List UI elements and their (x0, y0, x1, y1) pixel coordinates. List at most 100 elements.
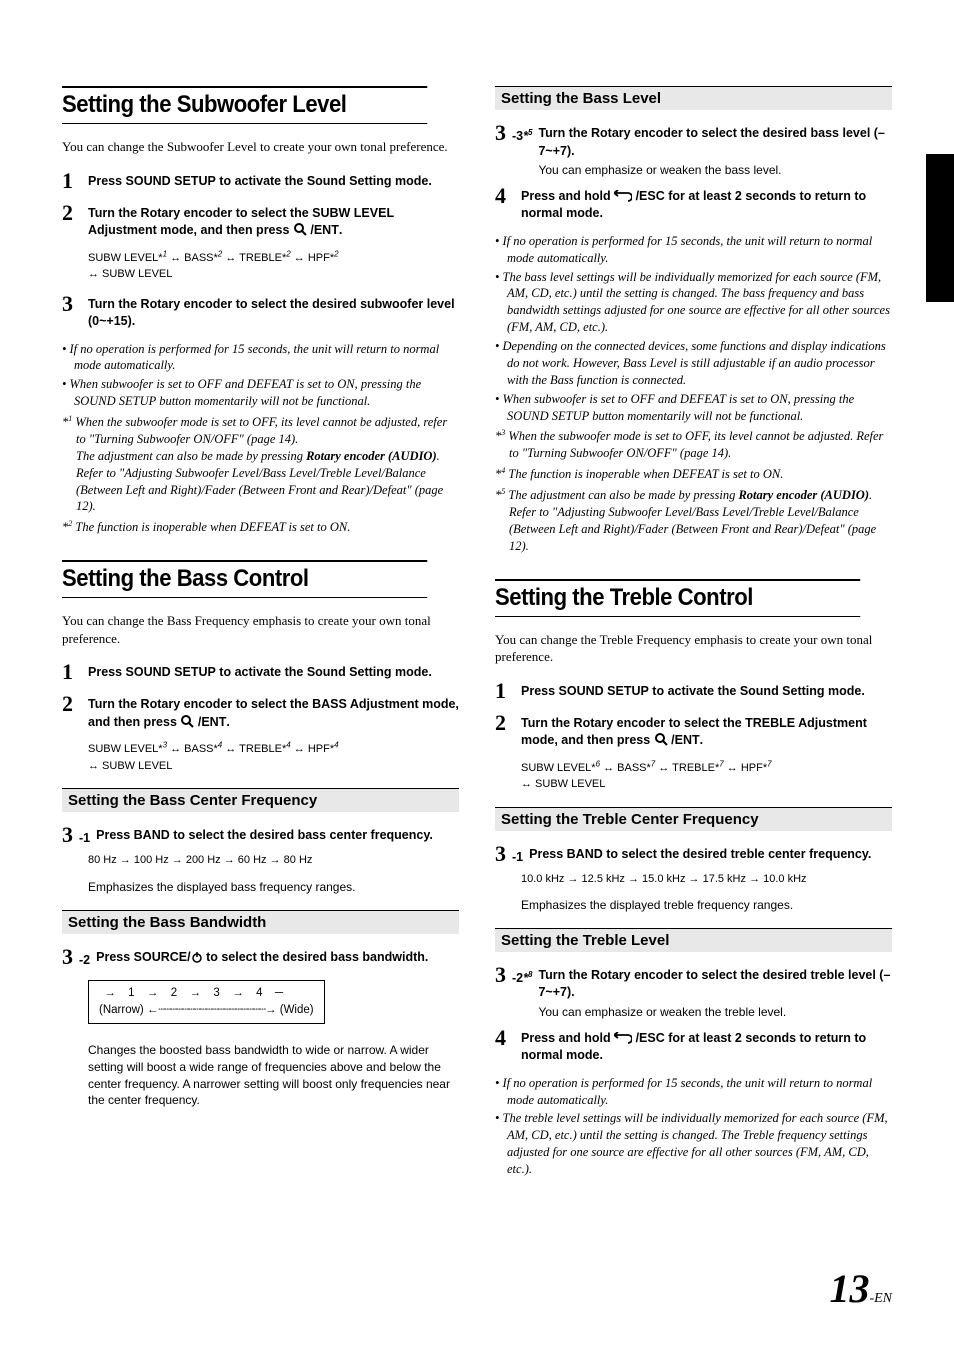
step-number: 1 (495, 680, 511, 702)
step-subtext: You can emphasize or weaken the bass lev… (538, 162, 892, 179)
step-number: 2 (495, 712, 511, 750)
magnify-icon (293, 222, 307, 236)
substep-suffix: -3*5 (512, 122, 532, 179)
step-2: 2 Turn the Rotary encoder to select the … (495, 712, 892, 750)
step-number: 3 (62, 824, 73, 846)
step-text: Turn the Rotary encoder to select the SU… (88, 205, 459, 240)
freq-flow: 80 Hz 100 Hz 200 Hz 60 Hz 80 Hz (88, 852, 459, 869)
step-4: 4 Press and hold /ESC for at least 2 sec… (495, 1027, 892, 1065)
step-text: Turn the Rotary encoder to select the TR… (521, 715, 892, 750)
step-number: 4 (495, 185, 511, 223)
step-text: Press BAND to select the desired treble … (529, 846, 892, 864)
footnote-5: *5 The adjustment can also be made by pr… (495, 487, 892, 555)
signal-flow: SUBW LEVEL*1 BASS*2 TREBLE*2 HPF*2 SUBW … (88, 250, 459, 283)
step-1: 1 Press SOUND SETUP to activate the Soun… (495, 680, 892, 702)
freq-flow: 10.0 kHz 12.5 kHz 15.0 kHz 17.5 kHz 10.0… (521, 871, 892, 888)
note-item: When subwoofer is set to OFF and DEFEAT … (495, 391, 892, 425)
step-text: Press and hold /ESC for at least 2 secon… (521, 1030, 892, 1065)
note-text: Changes the boosted bass bandwidth to wi… (88, 1042, 459, 1109)
step-text: Turn the Rotary encoder to select the de… (88, 296, 459, 331)
footnote-1: *1 When the subwoofer mode is set to OFF… (62, 414, 459, 515)
subheading-bass-center-freq: Setting the Bass Center Frequency (62, 788, 459, 812)
heading-bass-control: Setting the Bass Control (62, 560, 427, 598)
right-column: Setting the Bass Level 3 -3*5 Turn the R… (495, 86, 892, 1180)
substep-suffix: -2*8 (512, 964, 532, 1021)
step-text: Press and hold /ESC for at least 2 secon… (521, 188, 892, 223)
step-1: 1 Press SOUND SETUP to activate the Soun… (62, 170, 459, 192)
side-tab (926, 154, 954, 302)
intro-treble: You can change the Treble Frequency emph… (495, 631, 892, 666)
power-icon (191, 951, 203, 963)
note-text: Emphasizes the displayed treble frequenc… (521, 897, 892, 914)
subheading-bass-level: Setting the Bass Level (495, 86, 892, 110)
subheading-treble-center-freq: Setting the Treble Center Frequency (495, 807, 892, 831)
note-item: When subwoofer is set to OFF and DEFEAT … (62, 376, 459, 410)
step-number: 3 (62, 293, 78, 331)
content-columns: Setting the Subwoofer Level You can chan… (62, 86, 892, 1180)
left-column: Setting the Subwoofer Level You can chan… (62, 86, 459, 1180)
bandwidth-diagram: → 1 → 2 → 3 → 4 ─ (Narrow) ←┄┄┄┄┄┄┄┄┄┄┄┄… (88, 980, 325, 1025)
substep-3-2: 3 -2*8 Turn the Rotary encoder to select… (495, 964, 892, 1021)
page-num-value: 13 (829, 1266, 869, 1311)
intro-bass: You can change the Bass Frequency emphas… (62, 612, 459, 647)
footnotes: *1 When the subwoofer mode is set to OFF… (62, 414, 459, 536)
back-icon (614, 1032, 632, 1044)
step-subtext: You can emphasize or weaken the treble l… (538, 1004, 892, 1021)
heading-treble-control: Setting the Treble Control (495, 579, 860, 617)
page-number: 13-EN (829, 1265, 892, 1312)
step-2: 2 Turn the Rotary encoder to select the … (62, 202, 459, 240)
step-number: 3 (495, 122, 506, 179)
footnote-2: *2 The function is inoperable when DEFEA… (62, 519, 459, 536)
note-item: Depending on the connected devices, some… (495, 338, 892, 389)
notes-list: If no operation is performed for 15 seco… (62, 341, 459, 411)
substep-3-2: 3 -2 Press SOURCE/ to select the desired… (62, 946, 459, 968)
step-number: 1 (62, 661, 78, 683)
subheading-treble-level: Setting the Treble Level (495, 928, 892, 952)
step-text: Turn the Rotary encoder to select the BA… (88, 696, 459, 731)
step-number: 3 (495, 843, 506, 865)
page-num-suffix: -EN (869, 1291, 892, 1306)
footnote-4: *4 The function is inoperable when DEFEA… (495, 466, 892, 483)
step-number: 2 (62, 202, 78, 240)
notes-list: If no operation is performed for 15 seco… (495, 1075, 892, 1178)
step-text: Press SOUND SETUP to activate the Sound … (521, 683, 892, 701)
substep-3-1: 3 -1 Press BAND to select the desired ba… (62, 824, 459, 846)
magnify-icon (180, 714, 194, 728)
substep-3-1: 3 -1 Press BAND to select the desired tr… (495, 843, 892, 865)
note-item: If no operation is performed for 15 seco… (62, 341, 459, 375)
intro-subwoofer: You can change the Subwoofer Level to cr… (62, 138, 459, 156)
heading-subwoofer-level: Setting the Subwoofer Level (62, 86, 427, 124)
step-text: Press SOUND SETUP to activate the Sound … (88, 173, 459, 191)
step-number: 3 (495, 964, 506, 1021)
note-item: If no operation is performed for 15 seco… (495, 1075, 892, 1109)
step-text: Turn the Rotary encoder to select the de… (538, 967, 892, 1002)
notes-list: If no operation is performed for 15 seco… (495, 233, 892, 425)
note-item: The treble level settings will be indivi… (495, 1110, 892, 1178)
substep-suffix: -1 (79, 824, 90, 846)
signal-flow: SUBW LEVEL*6 BASS*7 TREBLE*7 HPF*7 SUBW … (521, 760, 892, 793)
substep-3-3: 3 -3*5 Turn the Rotary encoder to select… (495, 122, 892, 179)
footnotes: *3 When the subwoofer mode is set to OFF… (495, 428, 892, 554)
step-1: 1 Press SOUND SETUP to activate the Soun… (62, 661, 459, 683)
substep-suffix: -1 (512, 843, 523, 865)
step-text: Press BAND to select the desired bass ce… (96, 827, 459, 845)
step-text: Press SOURCE/ to select the desired bass… (96, 949, 459, 967)
note-item: The bass level settings will be individu… (495, 269, 892, 337)
step-number: 2 (62, 693, 78, 731)
note-text: Emphasizes the displayed bass frequency … (88, 879, 459, 896)
step-text: Turn the Rotary encoder to select the de… (538, 125, 892, 160)
signal-flow: SUBW LEVEL*3 BASS*4 TREBLE*4 HPF*4 SUBW … (88, 741, 459, 774)
step-2: 2 Turn the Rotary encoder to select the … (62, 693, 459, 731)
subheading-bass-bandwidth: Setting the Bass Bandwidth (62, 910, 459, 934)
note-item: If no operation is performed for 15 seco… (495, 233, 892, 267)
step-4: 4 Press and hold /ESC for at least 2 sec… (495, 185, 892, 223)
magnify-icon (654, 732, 668, 746)
step-3: 3 Turn the Rotary encoder to select the … (62, 293, 459, 331)
back-icon (614, 190, 632, 202)
step-number: 1 (62, 170, 78, 192)
substep-suffix: -2 (79, 946, 90, 968)
footnote-3: *3 When the subwoofer mode is set to OFF… (495, 428, 892, 462)
step-text: Press SOUND SETUP to activate the Sound … (88, 664, 459, 682)
step-number: 4 (495, 1027, 511, 1065)
step-number: 3 (62, 946, 73, 968)
